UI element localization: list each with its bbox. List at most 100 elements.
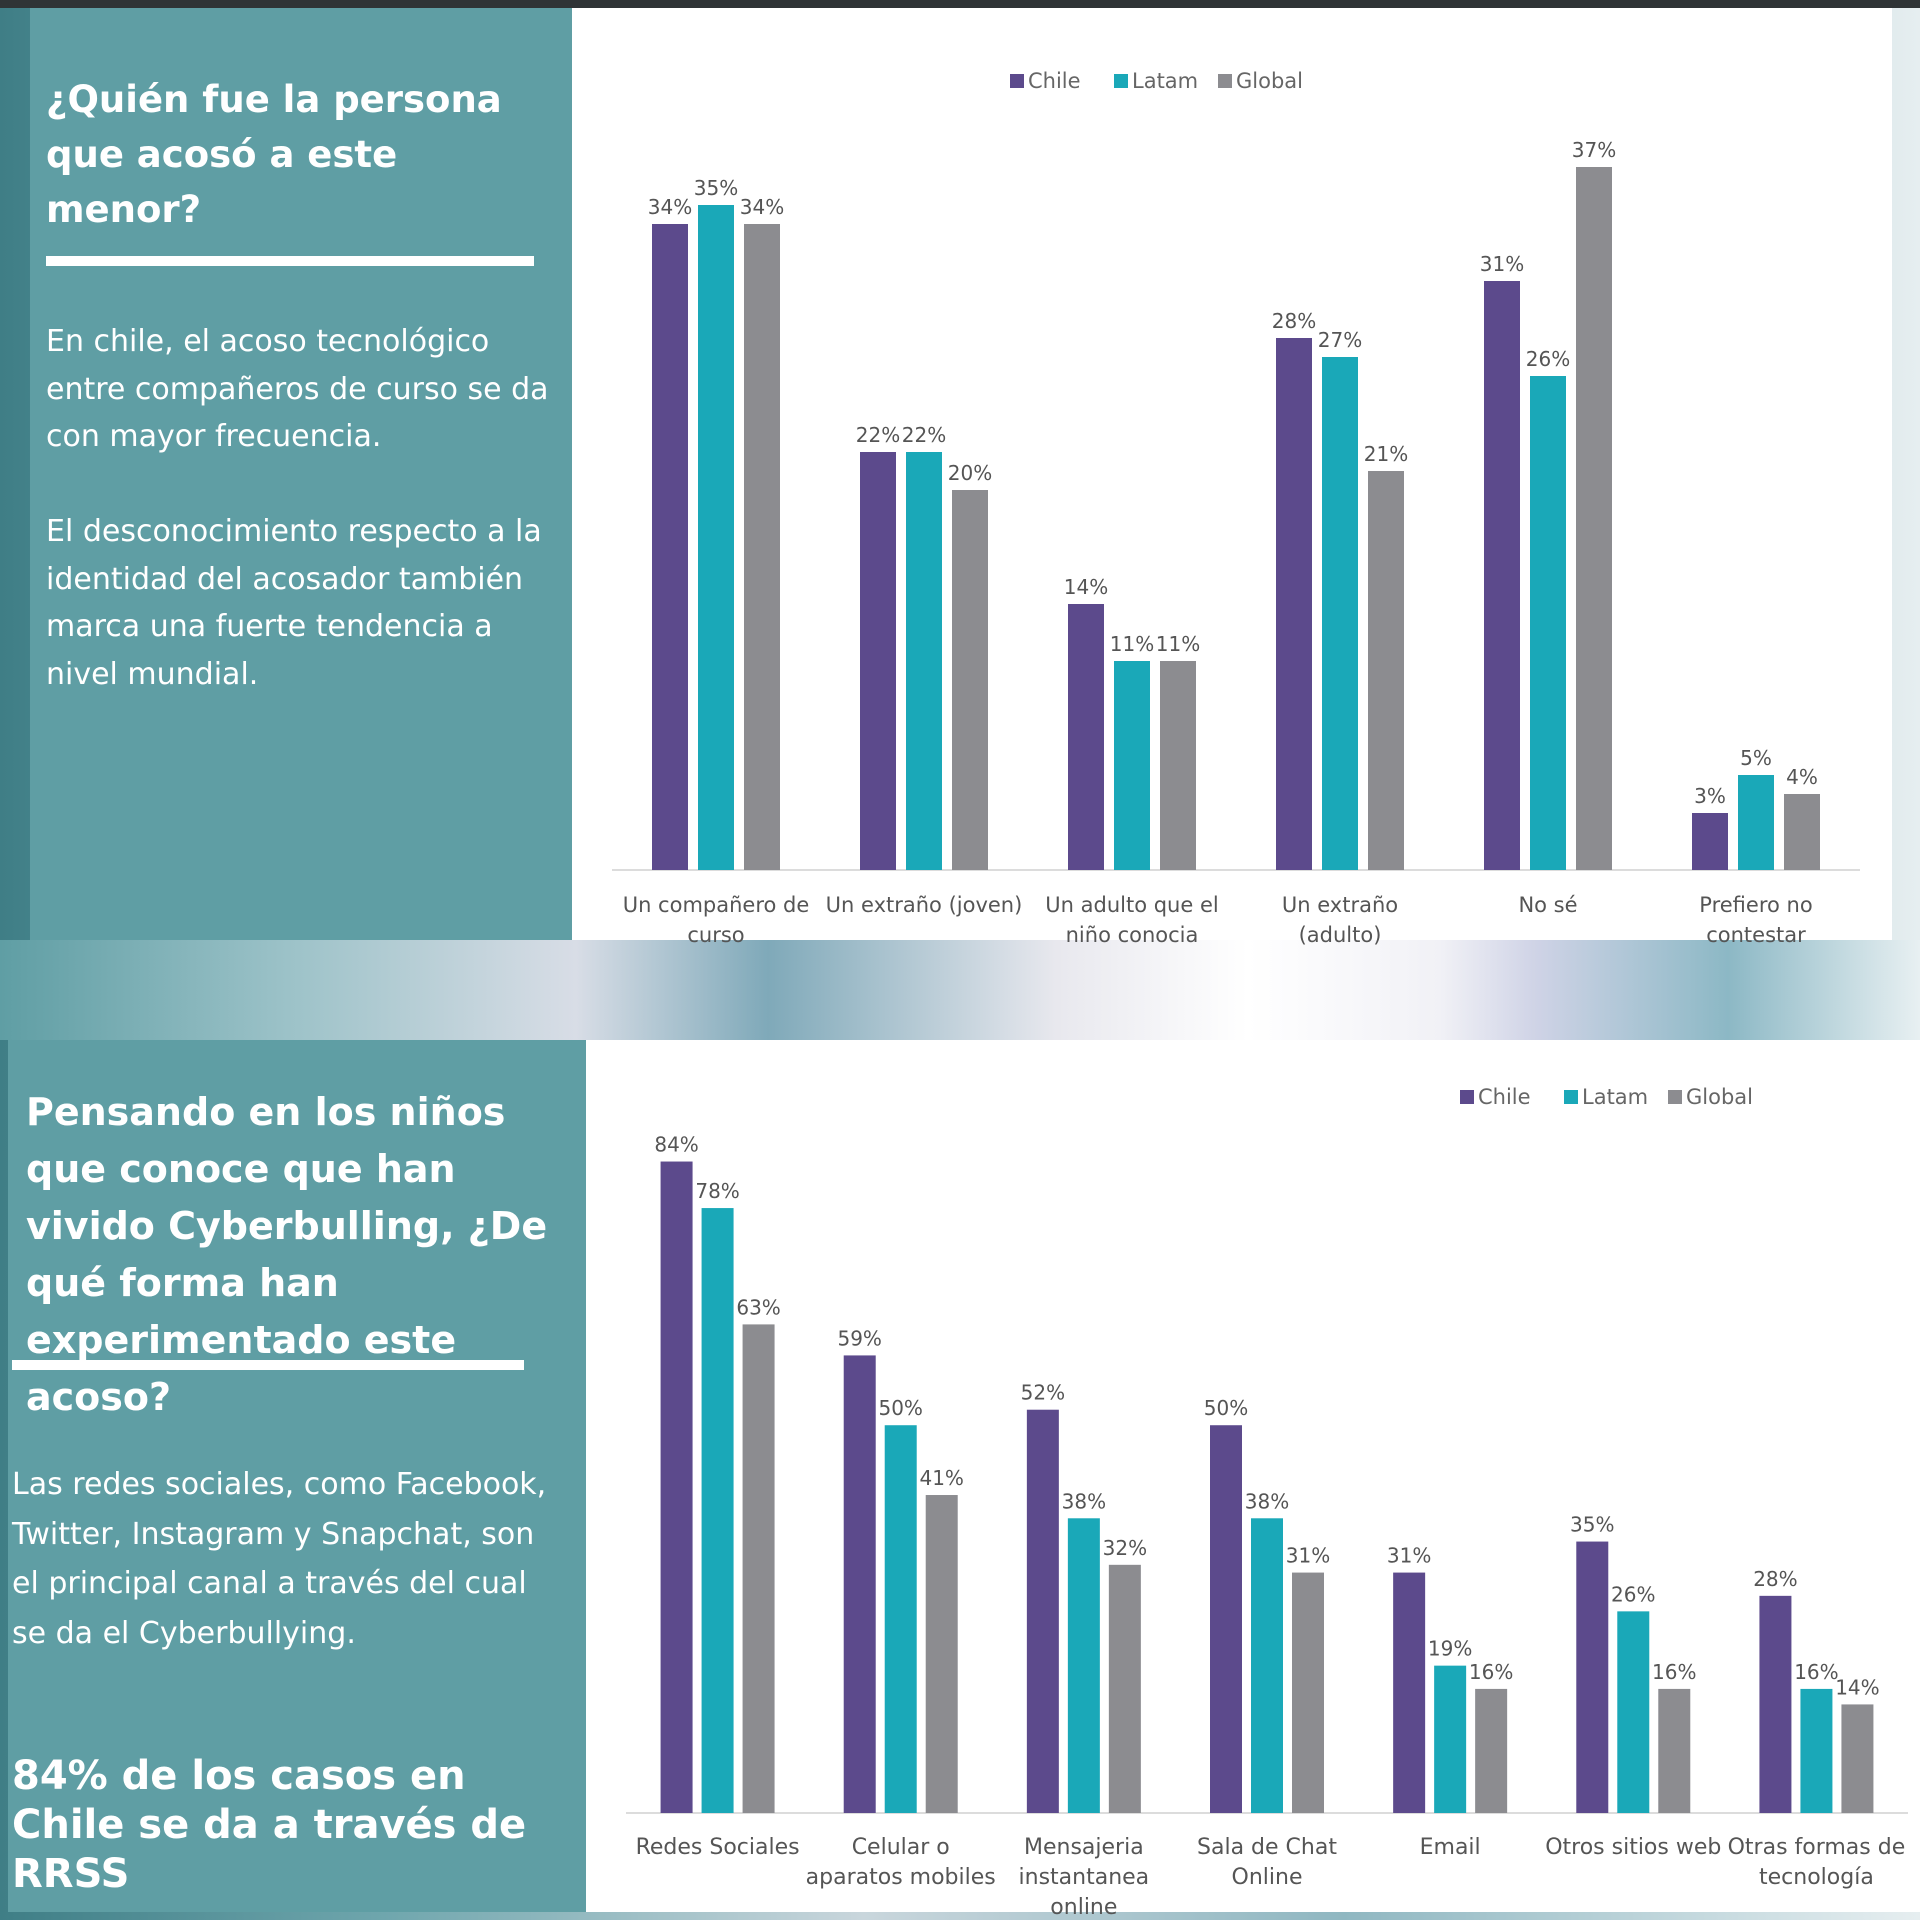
bar-2-global-1: [742, 1324, 775, 1813]
category-label-1-5: No sé: [1518, 893, 1577, 917]
category-label-2-5: Email: [1420, 1835, 1481, 1860]
data-label-1-global-6: 4%: [1786, 765, 1818, 789]
data-label-1-chile-1: 34%: [648, 195, 692, 219]
data-label-2-chile-2: 59%: [837, 1326, 881, 1350]
category-label-1-6: Prefiero no: [1699, 893, 1812, 917]
bar-1-latam-4: [1322, 357, 1358, 870]
bar-2-global-5: [1475, 1688, 1508, 1813]
category-label-2-4-line2: Online: [1232, 1865, 1303, 1890]
bar-1-global-3: [1160, 661, 1196, 870]
bar-1-latam-2: [906, 452, 942, 870]
bar-1-latam-6: [1738, 775, 1774, 870]
data-label-1-global-2: 20%: [948, 461, 992, 485]
legend-swatch-2-global: [1668, 1090, 1682, 1104]
chart-panel-1: [572, 8, 1892, 940]
legend-swatch-1-chile: [1010, 74, 1024, 88]
data-label-2-global-4: 31%: [1286, 1544, 1330, 1568]
legend-swatch-2-chile: [1460, 1090, 1474, 1104]
data-label-2-global-7: 14%: [1835, 1675, 1879, 1699]
bar-2-latam-5: [1434, 1665, 1467, 1813]
data-label-2-latam-6: 26%: [1611, 1582, 1655, 1606]
category-label-1-1-line2: curso: [687, 923, 744, 947]
data-label-1-latam-4: 27%: [1318, 328, 1362, 352]
data-label-2-global-3: 32%: [1103, 1536, 1147, 1560]
data-label-1-latam-1: 35%: [694, 176, 738, 200]
data-label-1-global-4: 21%: [1364, 442, 1408, 466]
data-label-1-global-1: 34%: [740, 195, 784, 219]
data-label-2-latam-7: 16%: [1794, 1660, 1838, 1684]
panel-1-paragraph-2: El desconocimiento respecto a la identid…: [46, 514, 542, 692]
bar-1-chile-3: [1068, 604, 1104, 870]
bar-1-global-1: [744, 224, 780, 870]
data-label-1-latam-3: 11%: [1110, 632, 1154, 656]
bar-2-chile-3: [1026, 1409, 1059, 1813]
bar-2-latam-4: [1251, 1518, 1283, 1813]
data-label-2-chile-3: 52%: [1021, 1381, 1065, 1405]
category-label-1-1: Un compañero de: [623, 893, 810, 917]
category-label-1-2: Un extraño (joven): [826, 893, 1023, 917]
bar-2-global-3: [1108, 1564, 1141, 1813]
divider-strip: [0, 940, 1920, 1040]
bar-2-latam-6: [1617, 1611, 1650, 1813]
category-label-2-7: Otras formas de: [1728, 1835, 1906, 1860]
data-label-2-chile-1: 84%: [654, 1133, 698, 1157]
data-label-2-global-2: 41%: [919, 1466, 963, 1490]
legend-swatch-1-latam: [1114, 74, 1128, 88]
category-label-1-3-line2: niño conocia: [1066, 923, 1199, 947]
data-label-1-global-3: 11%: [1156, 632, 1200, 656]
data-label-2-global-5: 16%: [1469, 1660, 1513, 1684]
bar-1-global-2: [952, 490, 988, 870]
category-label-1-4-line2: (adulto): [1299, 923, 1382, 947]
data-label-2-latam-2: 50%: [878, 1396, 922, 1420]
title-rule-1: [46, 256, 534, 266]
bar-1-chile-4: [1276, 338, 1312, 870]
bar-1-latam-1: [698, 205, 734, 870]
data-label-2-chile-7: 28%: [1753, 1567, 1797, 1591]
data-label-2-latam-3: 38%: [1062, 1489, 1106, 1513]
title-rule-2: [12, 1360, 524, 1370]
legend-swatch-1-global: [1218, 74, 1232, 88]
legend-label-2-global: Global: [1686, 1085, 1753, 1109]
question-panel-2: [8, 1040, 586, 1912]
key-statistic: 84% de los casos en Chile se da a través…: [12, 1753, 527, 1897]
bar-2-chile-1: [660, 1161, 693, 1813]
question-panel-1: [30, 8, 572, 940]
category-label-2-4: Sala de Chat: [1197, 1835, 1337, 1860]
data-label-1-chile-5: 31%: [1480, 252, 1524, 276]
bar-2-latam-7: [1800, 1688, 1833, 1813]
bar-2-global-7: [1841, 1704, 1874, 1813]
category-label-2-2-line2: aparatos mobiles: [806, 1865, 996, 1890]
data-label-1-latam-6: 5%: [1740, 746, 1772, 770]
bar-1-chile-5: [1484, 281, 1520, 870]
category-label-1-6-line2: contestar: [1706, 923, 1806, 947]
category-label-1-3: Un adulto que el: [1045, 893, 1218, 917]
data-label-1-global-5: 37%: [1572, 138, 1616, 162]
bar-2-chile-7: [1759, 1595, 1792, 1813]
data-label-2-latam-1: 78%: [695, 1179, 739, 1203]
category-label-2-7-line2: tecnología: [1759, 1865, 1874, 1890]
data-label-2-chile-4: 50%: [1204, 1396, 1248, 1420]
bar-1-latam-3: [1114, 661, 1150, 870]
bar-1-chile-1: [652, 224, 688, 870]
data-label-1-latam-5: 26%: [1526, 347, 1570, 371]
bar-2-global-2: [925, 1495, 958, 1813]
legend-label-2-latam: Latam: [1582, 1085, 1648, 1109]
category-label-2-3: Mensajeria: [1024, 1835, 1144, 1860]
category-label-1-4: Un extraño: [1282, 893, 1398, 917]
panel-2-paragraph-1: Las redes sociales, como Facebook, Twitt…: [12, 1467, 547, 1651]
data-label-1-chile-6: 3%: [1694, 784, 1726, 808]
category-label-2-3-line2: instantanea: [1019, 1865, 1150, 1890]
legend-label-1-latam: Latam: [1132, 69, 1198, 93]
category-label-2-2: Celular o: [852, 1835, 950, 1860]
bar-1-chile-6: [1692, 813, 1728, 870]
bar-2-chile-6: [1576, 1541, 1609, 1813]
bar-2-latam-3: [1067, 1518, 1100, 1813]
data-label-2-chile-6: 35%: [1570, 1513, 1614, 1537]
bar-2-chile-5: [1393, 1572, 1426, 1813]
bar-1-chile-2: [860, 452, 896, 870]
bar-2-global-4: [1292, 1572, 1324, 1813]
data-label-1-latam-2: 22%: [902, 423, 946, 447]
data-label-2-latam-4: 38%: [1245, 1489, 1289, 1513]
category-label-2-3-line3: online: [1050, 1895, 1117, 1920]
